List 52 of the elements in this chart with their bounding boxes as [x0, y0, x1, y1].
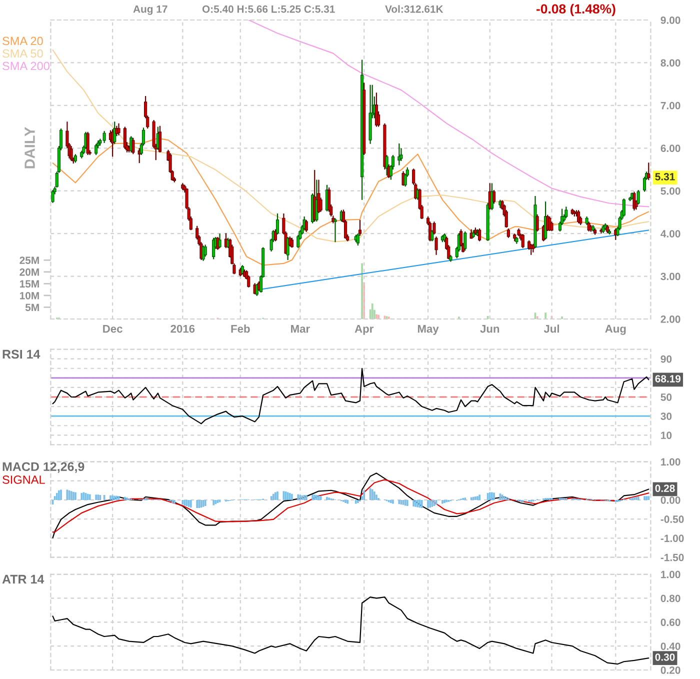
y2-tick-label: 10M: [20, 292, 39, 300]
y-tick-label: 1.00: [661, 458, 680, 466]
y-tick-label: -0.50: [660, 516, 684, 523]
x-tick-label: Aug: [605, 324, 626, 335]
series-label: SMA 50: [2, 49, 43, 58]
y-tick-label: 9.00: [660, 16, 680, 24]
y-tick-label: 0.20: [660, 666, 680, 674]
text: O:5.40 H:5.66 L:5.25 C:5.31: [202, 5, 335, 13]
chart-title: ATR 14: [2, 574, 44, 584]
y-tick-label: 6.00: [660, 144, 680, 152]
y-tick-label: 4.00: [660, 230, 680, 238]
text: SMA 20: [2, 36, 43, 46]
y-tick-label: 0.40: [660, 642, 680, 650]
y2-tick-label: 25M: [20, 256, 39, 264]
y2-tick-label: 20M: [20, 268, 39, 276]
chart-title: RSI 14: [2, 350, 40, 359]
y-tick-label: -1.00: [660, 534, 684, 542]
y-tick-label: 1.00: [661, 570, 680, 578]
text: SMA 200: [2, 62, 50, 70]
annotation: 5.31: [655, 173, 675, 180]
x-tick-label: May: [418, 324, 439, 335]
y2-tick-label: 5M: [25, 304, 39, 312]
y-tick-label: 0.80: [660, 594, 680, 602]
annotation: 0.28: [655, 484, 675, 492]
y2-tick-label: 15M: [20, 280, 39, 288]
y-tick-label: 0.00: [660, 496, 680, 504]
y-tick-label: 30: [660, 412, 672, 420]
y-tick-label: 3.00: [660, 272, 680, 280]
text: -0.08 (1.48%): [536, 4, 616, 16]
x-tick-label: Apr: [354, 324, 374, 335]
y-tick-label: -1.50: [660, 554, 684, 562]
x-tick-label: Jun: [480, 324, 500, 333]
text: Aug 17: [133, 5, 168, 15]
annotation: 68.19: [655, 375, 681, 382]
y-tick-label: 8.00: [660, 59, 680, 67]
y-tick-label: 2.00: [660, 316, 680, 323]
y-tick-label: 0.60: [660, 618, 680, 626]
y-tick-label: 5.00: [660, 187, 680, 195]
y-tick-label: 7.00: [660, 102, 680, 110]
annotation: 0.30: [655, 653, 675, 661]
x-tick-label: 2016: [170, 324, 195, 333]
x-tick-label: Jul: [544, 324, 559, 333]
y-tick-label: 50: [660, 394, 672, 401]
y-tick-label: 10: [661, 432, 672, 440]
text: DAILY: [24, 127, 35, 168]
x-tick-label: Dec: [103, 324, 122, 333]
chart-title: MACD 12,26,9: [2, 462, 84, 473]
y-tick-label: 90: [660, 355, 672, 363]
text: Vol:312.61K: [385, 5, 444, 13]
x-tick-label: Feb: [231, 324, 250, 333]
text: SIGNAL: [2, 476, 45, 484]
x-tick-label: Mar: [291, 324, 310, 333]
